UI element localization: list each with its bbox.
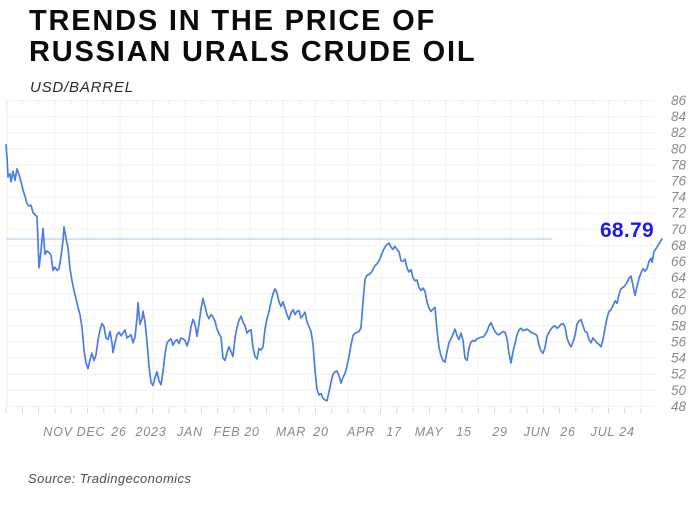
- x-axis-label: 15: [456, 425, 472, 439]
- y-axis-label: 72: [671, 206, 687, 221]
- x-axis-label: 17: [386, 425, 402, 439]
- y-axis-label: 80: [671, 141, 687, 156]
- x-axis-label: MAR: [276, 425, 306, 439]
- x-axis-label: APR: [346, 425, 375, 439]
- x-axis-label: 20: [243, 425, 260, 439]
- x-axis-label: JUN: [523, 425, 551, 439]
- x-axis-label: JUL: [590, 425, 616, 439]
- y-axis-label: 84: [671, 109, 686, 124]
- x-axis-label: 26: [110, 425, 127, 439]
- y-axis-label: 66: [671, 254, 687, 269]
- y-axis-label: 78: [671, 157, 687, 172]
- price-line: [5, 143, 663, 402]
- y-axis-label: 82: [671, 125, 687, 140]
- y-axis-label: 58: [671, 318, 687, 333]
- x-axis-label: 2023: [134, 425, 166, 439]
- y-axis-label: 64: [671, 270, 686, 285]
- x-axis-label: 20: [312, 425, 329, 439]
- y-axis-label: 50: [671, 383, 687, 398]
- y-axis-label: 86: [671, 93, 687, 108]
- chart-subtitle: USD/BARREL: [30, 79, 134, 96]
- y-axis-label: 70: [671, 222, 687, 237]
- y-axis-label: 54: [671, 351, 686, 366]
- x-axis-label: 24: [618, 425, 635, 439]
- x-axis-label: JAN: [176, 425, 203, 439]
- source-caption: Source: Tradingeconomics: [28, 471, 192, 486]
- y-axis-label: 62: [671, 286, 687, 301]
- chart-title-line2: RUSSIAN URALS CRUDE OIL: [29, 36, 477, 68]
- x-axis-label: 29: [491, 425, 508, 439]
- chart-title: TRENDS IN THE PRICE OF RUSSIAN URALS CRU…: [29, 6, 476, 68]
- last-price-label: 68.79: [599, 219, 654, 242]
- y-axis-label: 74: [671, 190, 686, 205]
- x-axis-label: DEC: [77, 425, 106, 439]
- y-axis-label: 68: [671, 238, 687, 253]
- y-axis-label: 60: [671, 302, 687, 317]
- x-axis-label: 26: [559, 425, 576, 439]
- chart-title-line1: TRENDS IN THE PRICE OF: [29, 5, 436, 37]
- x-axis-label: FEB: [214, 425, 241, 439]
- x-axis-label: NOV: [43, 425, 73, 439]
- x-axis-label: MAY: [415, 425, 444, 439]
- y-axis-label: 56: [671, 335, 687, 350]
- y-axis-label: 52: [671, 367, 687, 382]
- y-axis-label: 76: [671, 174, 687, 189]
- y-axis-label: 48: [671, 399, 687, 414]
